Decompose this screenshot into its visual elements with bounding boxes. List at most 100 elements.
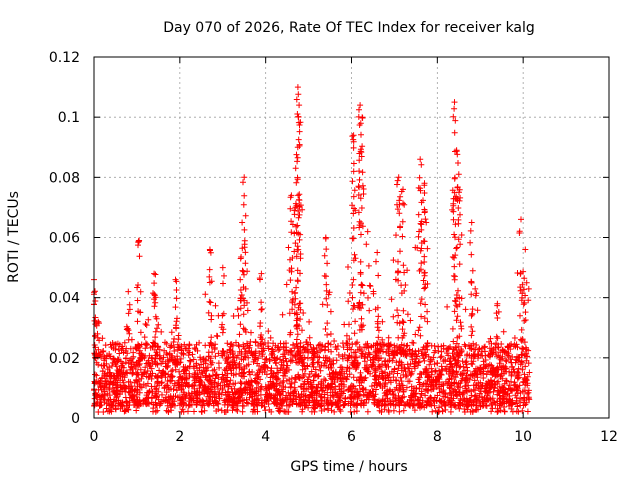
- data-point: [293, 202, 300, 209]
- data-point: [179, 406, 186, 413]
- data-point: [489, 371, 496, 378]
- data-point: [419, 397, 426, 404]
- data-point: [520, 301, 527, 308]
- data-point: [417, 187, 424, 194]
- data-point: [387, 400, 394, 407]
- data-point: [366, 282, 373, 289]
- data-point: [151, 303, 158, 310]
- data-point: [302, 402, 309, 409]
- peak-point: [395, 174, 402, 181]
- data-point: [293, 151, 300, 158]
- data-point: [206, 266, 213, 273]
- data-point: [111, 389, 118, 396]
- data-point: [313, 390, 320, 397]
- data-point: [114, 384, 121, 390]
- data-point: [293, 253, 300, 260]
- data-point: [118, 362, 125, 369]
- data-point: [119, 345, 126, 352]
- data-point: [283, 281, 290, 288]
- data-point: [297, 202, 304, 209]
- data-point: [329, 389, 336, 396]
- data-point: [346, 336, 353, 343]
- data-point: [252, 354, 259, 361]
- data-point: [308, 393, 315, 399]
- data-point: [143, 382, 149, 389]
- data-point: [189, 351, 196, 358]
- data-point: [424, 318, 431, 325]
- data-point: [379, 336, 386, 343]
- data-point: [295, 113, 302, 120]
- data-point: [309, 384, 316, 391]
- data-point: [365, 351, 372, 358]
- data-point: [517, 312, 523, 319]
- data-point: [268, 384, 275, 391]
- data-point: [394, 307, 401, 314]
- data-point: [177, 373, 184, 380]
- data-point: [265, 328, 272, 335]
- data-point: [332, 368, 339, 375]
- data-point: [289, 288, 296, 295]
- data-point: [513, 400, 519, 407]
- data-point: [147, 363, 154, 370]
- data-point: [294, 311, 300, 318]
- data-point: [421, 259, 428, 265]
- data-point: [272, 359, 279, 366]
- data-point: [154, 325, 160, 332]
- data-point: [336, 396, 343, 403]
- data-point: [98, 386, 105, 393]
- data-point: [496, 360, 503, 367]
- data-point: [256, 363, 263, 369]
- data-point: [287, 347, 293, 354]
- data-point: [419, 352, 426, 359]
- data-point: [174, 344, 181, 351]
- data-point: [302, 393, 309, 400]
- data-point: [501, 389, 508, 396]
- data-point: [309, 361, 316, 368]
- data-point: [110, 372, 117, 379]
- data-point: [420, 381, 427, 388]
- data-point: [267, 334, 274, 341]
- data-point: [391, 365, 398, 372]
- data-point: [315, 381, 322, 388]
- data-point: [192, 346, 199, 353]
- data-point: [219, 329, 226, 336]
- data-point: [282, 396, 289, 403]
- peak-point: [417, 156, 424, 163]
- data-point: [360, 386, 367, 393]
- data-point: [242, 212, 249, 219]
- data-point: [402, 368, 409, 375]
- peak-point: [359, 114, 366, 121]
- data-point: [499, 355, 506, 362]
- data-point: [382, 362, 389, 369]
- data-point: [517, 269, 524, 276]
- data-point: [137, 329, 144, 336]
- data-point: [155, 388, 162, 395]
- data-point: [356, 184, 363, 191]
- data-point: [420, 277, 427, 284]
- data-point: [100, 395, 107, 402]
- data-point: [152, 373, 159, 379]
- data-point: [103, 360, 110, 367]
- data-point: [471, 377, 478, 384]
- data-point: [259, 306, 265, 312]
- data-point: [323, 246, 330, 253]
- data-point: [127, 345, 134, 352]
- data-point: [401, 269, 408, 276]
- data-point: [468, 392, 475, 399]
- data-point: [396, 210, 403, 217]
- data-point: [200, 356, 206, 363]
- data-point: [473, 402, 480, 409]
- data-point: [101, 399, 108, 406]
- data-point: [390, 374, 397, 381]
- data-point: [152, 399, 159, 406]
- data-point: [328, 400, 335, 407]
- data-point: [350, 193, 357, 200]
- data-point: [516, 399, 523, 406]
- data-point: [230, 391, 237, 398]
- data-point: [423, 402, 430, 409]
- data-point: [432, 367, 439, 374]
- data-point: [281, 408, 288, 415]
- data-point: [239, 245, 246, 252]
- data-point: [178, 347, 185, 354]
- data-point: [365, 344, 372, 351]
